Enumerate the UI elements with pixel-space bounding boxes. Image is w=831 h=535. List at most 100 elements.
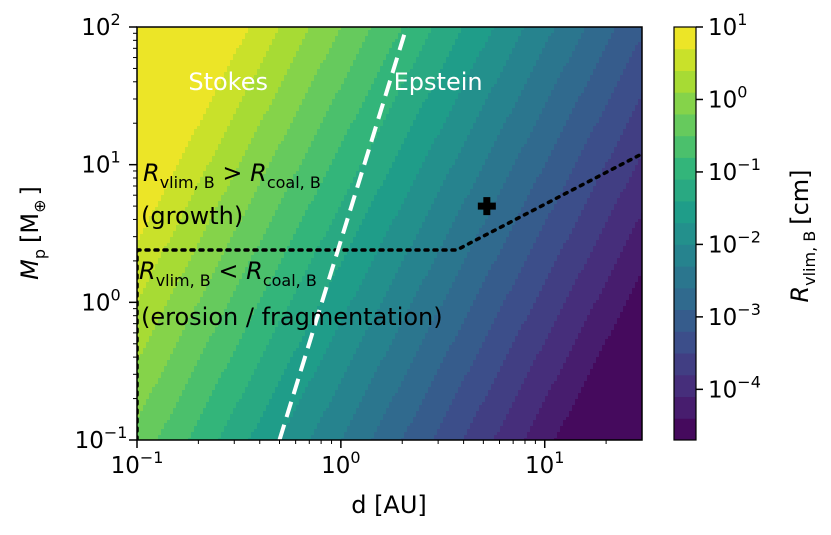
heatmap-cell xyxy=(557,57,561,61)
heatmap-cell xyxy=(509,33,513,37)
heatmap-cell xyxy=(191,66,195,70)
heatmap-cell xyxy=(410,39,414,43)
heatmap-cell xyxy=(536,45,540,49)
heatmap-cell xyxy=(500,60,504,64)
heatmap-cell xyxy=(329,69,333,73)
heatmap-cell xyxy=(635,54,639,58)
heatmap-cell xyxy=(386,72,390,76)
heatmap-cell xyxy=(260,60,264,64)
heatmap-cell xyxy=(266,63,270,67)
heatmap-cell xyxy=(596,27,600,31)
heatmap-cell xyxy=(248,39,252,43)
heatmap-cell xyxy=(488,39,492,43)
heatmap-cell xyxy=(380,60,384,64)
heatmap-cell xyxy=(410,42,414,46)
heatmap-cell xyxy=(326,36,330,40)
heatmap-cell xyxy=(599,51,603,55)
heatmap-cell xyxy=(203,30,207,34)
heatmap-cell xyxy=(617,51,621,55)
heatmap-cell xyxy=(323,60,327,64)
heatmap-cell xyxy=(275,27,279,31)
heatmap-cell xyxy=(194,69,198,73)
heatmap-cell xyxy=(308,30,312,34)
heatmap-cell xyxy=(572,60,576,64)
heatmap-cell xyxy=(380,36,384,40)
heatmap-cell xyxy=(296,36,300,40)
heatmap-cell xyxy=(488,69,492,73)
heatmap-cell xyxy=(551,33,555,37)
heatmap-cell xyxy=(335,39,339,43)
heatmap-cell xyxy=(314,60,318,64)
heatmap-cell xyxy=(224,72,228,76)
heatmap-cell xyxy=(596,48,600,52)
heatmap-cell xyxy=(584,51,588,55)
heatmap-cell xyxy=(194,60,198,64)
heatmap-cell xyxy=(578,30,582,34)
heatmap-cell xyxy=(512,66,516,70)
heatmap-cell xyxy=(224,63,228,67)
heatmap-cell xyxy=(155,30,159,34)
heatmap-cell xyxy=(464,48,468,52)
heatmap-cell xyxy=(422,60,426,64)
heatmap-cell xyxy=(305,54,309,58)
heatmap-cell xyxy=(578,42,582,46)
heatmap-cell xyxy=(521,66,525,70)
heatmap-cell xyxy=(314,57,318,61)
heatmap-cell xyxy=(137,69,141,73)
heatmap-cell xyxy=(590,60,594,64)
heatmap-cell xyxy=(446,48,450,52)
heatmap-cell xyxy=(485,51,489,55)
heatmap-cell xyxy=(479,48,483,52)
heatmap-cell xyxy=(428,27,432,31)
heatmap-cell xyxy=(413,30,417,34)
heatmap-cell xyxy=(272,30,276,34)
heatmap-cell xyxy=(374,27,378,31)
heatmap-cell xyxy=(335,45,339,49)
heatmap-cell xyxy=(431,30,435,34)
heatmap-cell xyxy=(368,63,372,67)
heatmap-cell xyxy=(425,72,429,76)
heatmap-cell xyxy=(455,60,459,64)
heatmap-cell xyxy=(239,36,243,40)
heatmap-cell xyxy=(524,69,528,73)
heatmap-cell xyxy=(146,33,150,37)
heatmap-cell xyxy=(428,36,432,40)
heatmap-cell xyxy=(341,33,345,37)
heatmap-cell xyxy=(482,39,486,43)
heatmap-cell xyxy=(524,48,528,52)
heatmap-cell xyxy=(149,36,153,40)
heatmap-cell xyxy=(311,33,315,37)
heatmap-cell xyxy=(155,72,159,76)
heatmap-cell xyxy=(518,54,522,58)
heatmap-cell xyxy=(437,51,441,55)
heatmap-cell xyxy=(332,72,336,76)
heatmap-cell xyxy=(290,27,294,31)
heatmap-cell xyxy=(599,33,603,37)
heatmap-cell xyxy=(467,51,471,55)
heatmap-cell xyxy=(281,27,285,31)
heatmap-cell xyxy=(623,60,627,64)
heatmap-cell xyxy=(143,42,147,46)
heatmap-cell xyxy=(296,51,300,55)
heatmap-cell xyxy=(566,57,570,61)
heatmap-cell xyxy=(506,54,510,58)
heatmap-cell xyxy=(557,45,561,49)
heatmap-cell xyxy=(161,48,165,52)
heatmap-cell xyxy=(488,54,492,58)
heatmap-cell xyxy=(497,33,501,37)
heatmap-cell xyxy=(374,36,378,40)
heatmap-cell xyxy=(503,42,507,46)
heatmap-cell xyxy=(338,51,342,55)
heatmap-cell xyxy=(221,36,225,40)
heatmap-cell xyxy=(443,42,447,46)
heatmap-cell xyxy=(503,30,507,34)
heatmap-cell xyxy=(530,36,534,40)
heatmap-cell xyxy=(413,45,417,49)
heatmap-cell xyxy=(290,57,294,61)
heatmap-cell xyxy=(278,36,282,40)
heatmap-cell xyxy=(413,27,417,31)
heatmap-cell xyxy=(281,63,285,67)
heatmap-cell xyxy=(266,48,270,52)
heatmap-cell xyxy=(350,51,354,55)
heatmap-cell xyxy=(377,72,381,76)
